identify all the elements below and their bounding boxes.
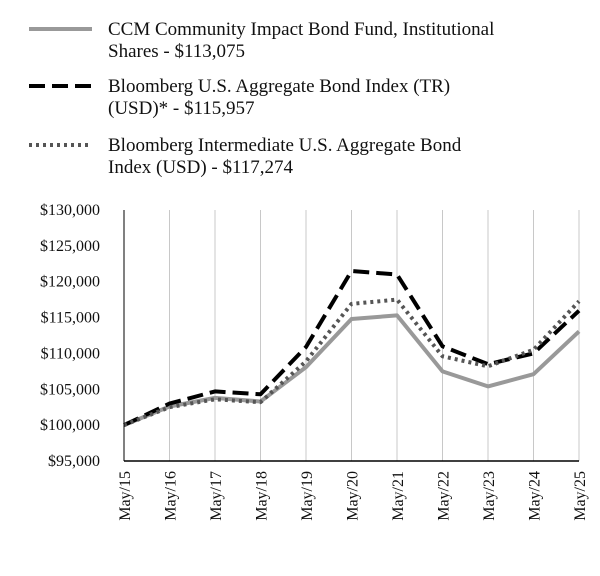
y-tick-label: $120,000 bbox=[40, 274, 100, 291]
x-tick-label: May/24 bbox=[527, 471, 544, 521]
legend-label-2: Bloomberg U.S. Aggregate Bond Index (TR) bbox=[108, 76, 450, 97]
y-tick-label: $105,000 bbox=[40, 381, 100, 398]
legend-label-3: Bloomberg Intermediate U.S. Aggregate Bo… bbox=[108, 135, 462, 156]
x-tick-label: May/16 bbox=[163, 471, 180, 521]
y-tick-label: $100,000 bbox=[40, 417, 100, 434]
x-tick-label: May/17 bbox=[208, 471, 225, 521]
chart-legend: CCM Community Impact Bond Fund, Institut… bbox=[29, 19, 494, 178]
y-tick-label: $130,000 bbox=[40, 202, 100, 219]
x-tick-label: May/25 bbox=[572, 471, 589, 521]
x-tick-label: May/18 bbox=[254, 471, 271, 521]
y-tick-label: $125,000 bbox=[40, 238, 100, 255]
legend-label-1: Shares - $113,075 bbox=[108, 41, 245, 62]
x-tick-label: May/22 bbox=[436, 471, 453, 521]
legend-label-3: Index (USD) - $117,274 bbox=[108, 157, 294, 178]
axes: $95,000 $100,000 $105,000 $110,000 $115,000 $… bbox=[40, 202, 589, 521]
x-tick-label: May/23 bbox=[481, 471, 498, 521]
y-tick-label: $115,000 bbox=[41, 310, 100, 327]
x-tick-label: May/21 bbox=[390, 471, 407, 521]
x-tick-label: May/15 bbox=[117, 471, 134, 521]
series-lines bbox=[123, 269, 581, 427]
gridlines bbox=[169, 210, 580, 461]
x-tick-label: May/19 bbox=[299, 471, 316, 521]
series-line-3 bbox=[123, 297, 581, 427]
y-tick-label: $95,000 bbox=[48, 453, 100, 470]
legend-label-1: CCM Community Impact Bond Fund, Institut… bbox=[108, 19, 494, 40]
y-tick-label: $110,000 bbox=[41, 345, 100, 362]
x-tick-label: May/20 bbox=[345, 471, 362, 521]
legend-label-2: (USD)* - $115,957 bbox=[108, 98, 255, 119]
